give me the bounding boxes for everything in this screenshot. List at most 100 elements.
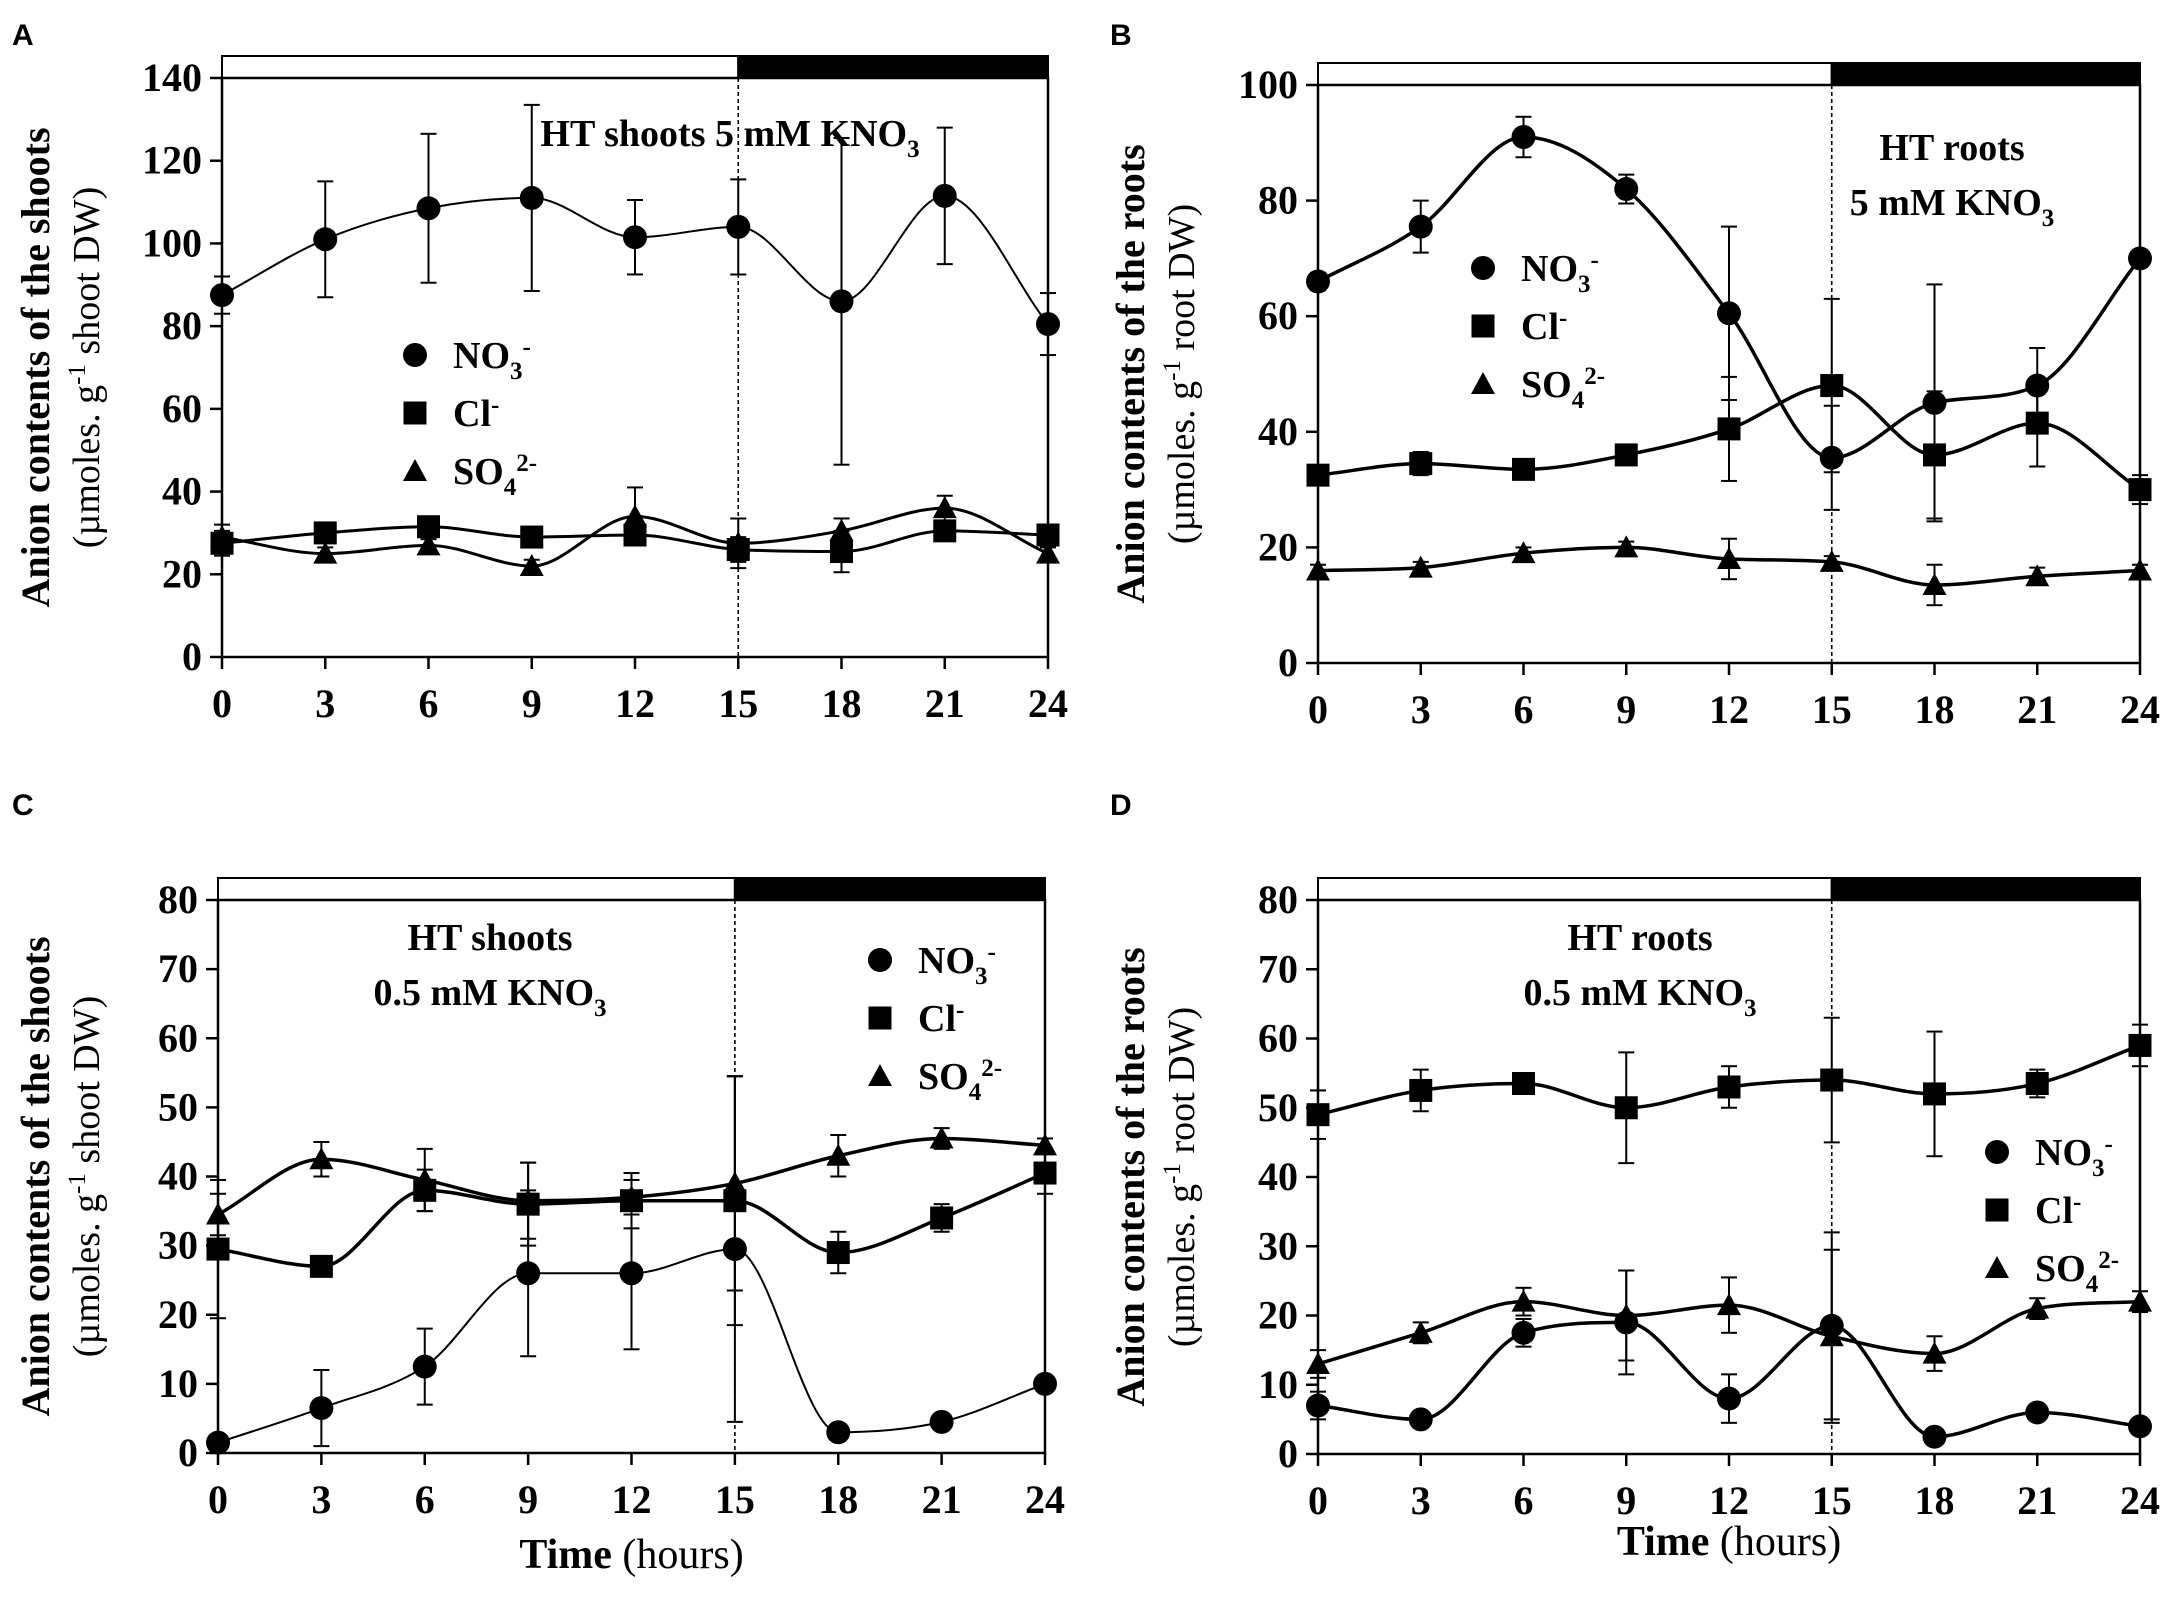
panel-d-title-line: 0.5 mM KNO3 [1523,972,1756,1022]
panel-c-cl-point [309,1254,333,1278]
panel-c-no3-point [412,1354,437,1379]
panel-a-so4-point [1036,541,1060,564]
panel-b-no3-point [1511,125,1536,150]
panel-b-legend-cl-marker [1471,314,1495,338]
panel-c-so4-point [929,1126,954,1149]
panel-d-legend-no3-marker [1985,1140,2009,1164]
panel-c-so4-point [826,1143,851,1166]
panel-c-ytick-label: 0 [178,1430,198,1475]
panel-a-so4-point [932,496,957,519]
panel-a-xtick-label: 12 [615,681,655,726]
panel-b-letter: B [1110,19,1132,52]
panel-d-ytick-label: 0 [1278,1431,1298,1476]
panel-a-ytick-label: 40 [162,469,202,514]
panel-d-ylabel: Anion contents of the roots [1108,947,1153,1406]
panel-a-series-so4 [210,486,1060,577]
panel-a-cl-point [1036,523,1060,547]
panel-b-cl-point [1614,443,1638,467]
panel-b-cl-point [1923,443,1946,467]
panel-b-so4-point [2025,564,2050,587]
panel-d-ytick-label: 30 [1258,1223,1298,1268]
panel-d-ytick-label: 40 [1258,1154,1298,1199]
panel-c-light-bar [217,877,736,901]
panel-a-so4-point [210,525,234,548]
panel-b-cl-point [1306,463,1330,487]
panel-d-cl-point [2025,1072,2049,1096]
panel-c-legend-so4-label: SO42- [918,1055,1002,1106]
panel-c-ytick-label: 70 [158,946,198,991]
panel-c-so4-point [516,1188,541,1211]
panel-d-no3-point [2025,1400,2050,1425]
panel-c-legend-so4-marker [868,1064,892,1086]
panel-d-ylabel-unit: (µmoles. g-1 root DW) [1159,1007,1203,1347]
panel-b-cl-point [2025,411,2049,435]
panel-a-so4-point [313,541,338,564]
panel-b-so4-point [1408,555,1433,578]
panel-d-so4-point [1717,1293,1741,1316]
panel-a-cl-point [933,519,957,543]
panel-d-so4-point [1819,1324,1844,1347]
panel-a-cl-point [520,525,544,549]
panel-b-so4-point [2128,558,2152,581]
panel-a-xtick-label: 3 [315,681,335,726]
panel-a-no3-point [932,183,957,208]
panel-d-xlabel: Time (hours) [1617,1519,1841,1565]
panel-c-legend-no3-marker [868,948,892,972]
panel-d-cl-point [1409,1078,1433,1102]
panel-b-legend: NO3- Cl- SO42- [1471,247,1605,414]
panel-b-ytick-label: 40 [1258,409,1298,454]
panel-a-title-line: HT shoots 5 mM KNO3 [540,113,919,163]
panel-c-xtick-label: 6 [415,1477,435,1522]
panel-d-legend-cl-marker [1985,1198,2009,1222]
panel-d-xtick-label: 18 [1915,1478,1955,1523]
panel-d-xtick-label: 15 [1812,1478,1852,1523]
panel-c-no3-point [206,1430,230,1455]
panel-b-legend-cl-label: Cl- [1521,305,1567,348]
panel-c-so4-point [722,1171,747,1194]
panel-b-title-line: HT roots [1879,127,2024,169]
panel-b-ytick-label: 80 [1258,178,1298,223]
panel-a-cl-point [417,515,440,539]
panel-b-ytick-label: 20 [1258,524,1298,569]
panel-d-so4-point [1614,1303,1639,1326]
panel-b-no3-point [1408,214,1433,239]
panel-b-so4-point [1614,535,1639,558]
panel-c-cl-point [826,1241,850,1265]
panel-c-xtick-label: 3 [311,1477,331,1522]
panel-a-xtick-label: 6 [419,681,439,726]
panel-d-letter: D [1110,789,1132,822]
panel-a-no3-point [623,225,647,250]
panel-c-ylabel: Anion contents of the shoots [13,936,58,1416]
panel-b-xtick-label: 6 [1514,687,1534,732]
panel-d-legend-so4-marker [1985,1256,2009,1278]
panel-b-legend-no3-marker [1471,256,1495,280]
panel-c-so4-point [619,1185,644,1208]
panel-a-xtick-label: 24 [1028,681,1068,726]
panel-b-so4-point [1511,541,1536,564]
panel-b-no3-point [2128,246,2152,271]
panel-b-ytick-label: 100 [1238,62,1298,107]
panel-c-series-no3 [206,1075,1057,1455]
panel-b-legend-no3-label: NO3- [1521,247,1599,298]
panel-c-no3-point [1033,1371,1057,1396]
panel-a-legend-cl-marker [403,401,427,425]
panel-c-so4-point [1033,1133,1057,1156]
panel-c-ytick-label: 30 [158,1223,198,1268]
panel-c-cl-point [930,1206,954,1230]
panel-a-no3-point [1036,312,1060,337]
panel-b-no3-point [1306,269,1330,294]
panel-c-title-line: HT shoots [407,917,572,959]
panel-b-xtick-label: 21 [2017,687,2057,732]
panel-d-cl-point [1717,1075,1741,1099]
panel-d-xtick-label: 6 [1514,1478,1534,1523]
panel-d-ytick-label: 60 [1258,1016,1298,1061]
panel-a-ytick-label: 120 [142,138,202,183]
panel-c-dark-bar [733,877,1046,901]
panel-b-ylabel: Anion contents of the roots [1108,144,1153,603]
panel-c-xtick-label: 12 [612,1477,652,1522]
panel-d-so4-point [2025,1296,2050,1319]
panel-c-legend: NO3- Cl- SO42- [868,939,1002,1106]
panel-a-legend-so4-marker [403,459,427,481]
panel-a-so4-point [519,554,544,577]
